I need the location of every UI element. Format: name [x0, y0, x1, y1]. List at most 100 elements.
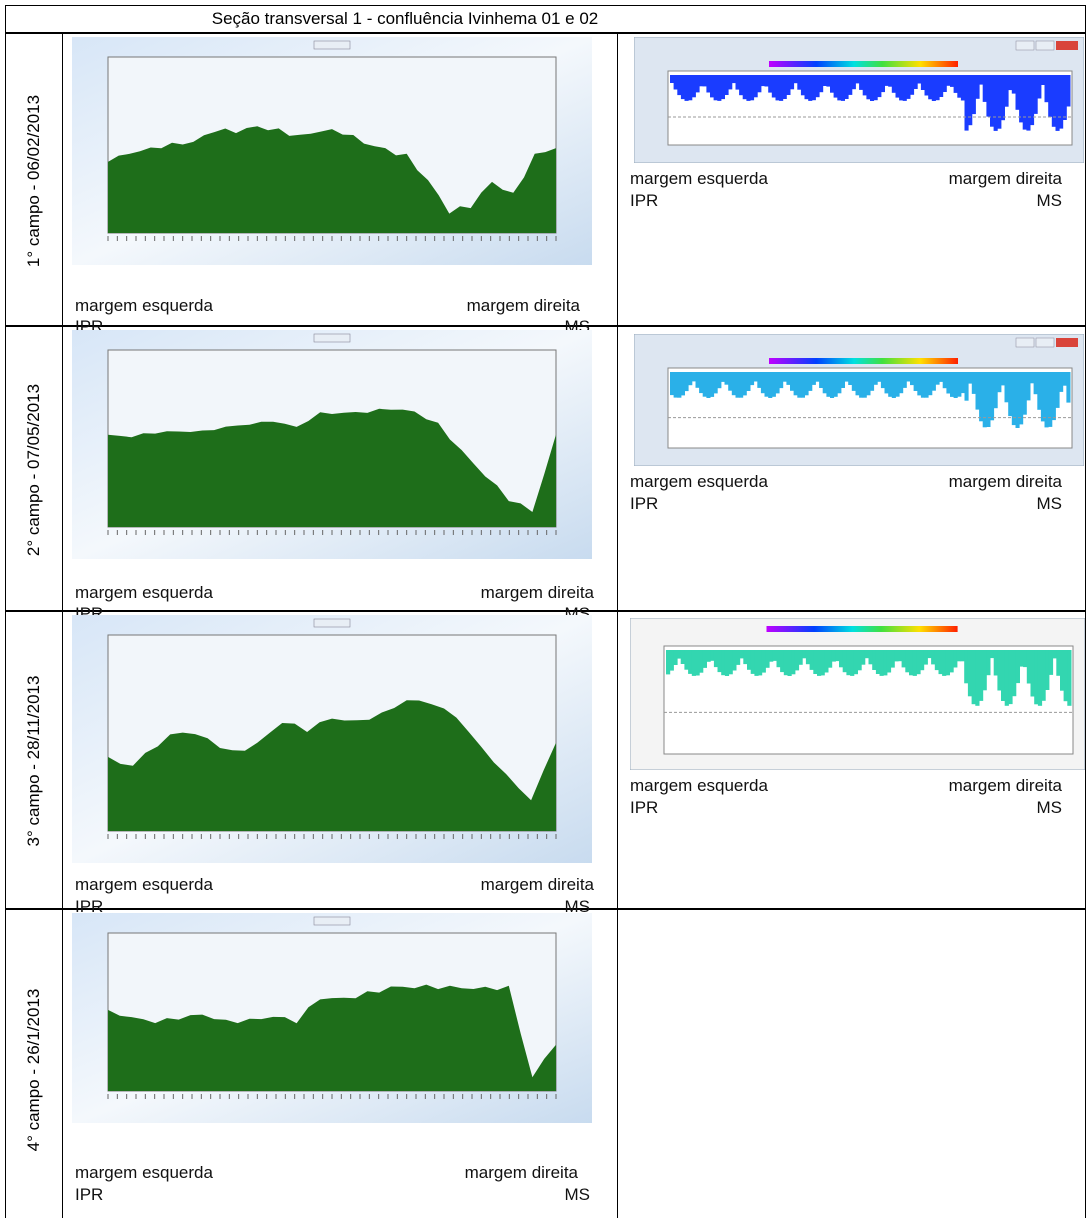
velocity-cell [706, 372, 710, 398]
velocity-cell [1048, 372, 1052, 427]
velocity-cell [1045, 650, 1049, 690]
velocity-cell [976, 372, 980, 410]
velocity-cell [861, 650, 865, 665]
velocity-cell [776, 75, 780, 100]
velocity-cell [950, 372, 954, 397]
velocity-cell [843, 650, 847, 672]
profile-chart [72, 330, 592, 559]
velocity-cell [688, 75, 692, 100]
velocity-cell [1012, 650, 1016, 696]
velocity-cell [946, 650, 950, 675]
velocity-cell [728, 75, 732, 89]
velocity-cell [968, 372, 972, 384]
velocity-cell [883, 650, 887, 675]
velocity-cell [1005, 372, 1009, 402]
velocity-cell [784, 650, 788, 675]
velocity-cell [826, 75, 830, 87]
velocity-cell [1016, 650, 1020, 683]
velocity-cell [920, 650, 924, 670]
velocity-cell [670, 650, 674, 671]
velocity-cell [776, 372, 780, 393]
window-button [1016, 338, 1034, 347]
velocity-cell [936, 372, 940, 385]
velocity-cell [779, 372, 783, 388]
velocity-cell [1008, 372, 1012, 416]
velocity-cell [736, 75, 740, 90]
velocity-cell [768, 75, 772, 93]
velocity-cell [1045, 372, 1049, 427]
velocity-cell [1041, 372, 1045, 421]
velocity-cell [721, 372, 725, 382]
velocity-cell [994, 650, 998, 676]
velocity-cell [972, 75, 976, 114]
velocity-cell [1067, 650, 1071, 706]
velocity-cell [914, 75, 918, 89]
right-bank-caption: margem direita [380, 875, 594, 895]
velocity-cell [906, 75, 910, 99]
velocity-cell [788, 650, 792, 676]
velocity-cell [931, 650, 935, 664]
velocity-cell [821, 650, 825, 675]
velocity-cell [802, 650, 806, 658]
velocity-contour [630, 618, 1085, 770]
velocity-cell [816, 372, 820, 382]
velocity-cell [740, 650, 744, 658]
velocity-cell [681, 650, 685, 664]
color-bar [767, 626, 958, 632]
velocity-cell [1056, 650, 1060, 676]
velocity-cell [696, 372, 700, 388]
velocity-cell [892, 372, 896, 398]
velocity-cell [808, 372, 812, 391]
color-bar [769, 61, 958, 67]
velocity-cell [870, 372, 874, 391]
velocity-cell [750, 75, 754, 100]
velocity-cell [801, 372, 805, 398]
velocity-cell [1023, 650, 1027, 667]
velocity-cell [946, 75, 950, 86]
velocity-cell [881, 75, 885, 92]
velocity-cell [848, 75, 852, 95]
velocity-cell [885, 75, 889, 86]
window-close [1056, 41, 1078, 50]
velocity-cell [1060, 650, 1064, 691]
velocity-cell [865, 650, 869, 658]
velocity-cell [688, 650, 692, 674]
velocity-cell [1019, 372, 1023, 424]
velocity-cell [736, 372, 740, 398]
velocity-cell [848, 372, 852, 385]
velocity-cell [856, 75, 860, 83]
velocity-cell [925, 372, 929, 398]
velocity-cell [718, 650, 722, 672]
velocity-cell [746, 75, 750, 101]
velocity-cell [972, 372, 976, 394]
velocity-cell [780, 650, 784, 672]
velocity-cell [754, 75, 758, 97]
velocity-cell [812, 372, 816, 385]
velocity-cell [837, 372, 841, 393]
velocity-cell [925, 75, 929, 96]
chart-title-box [314, 619, 350, 627]
campaign-label: 2° campo - 07/05/2013 [24, 360, 44, 580]
velocity-cell [1048, 75, 1052, 117]
velocity-cell [854, 650, 858, 674]
campaign-label: 3° campo - 28/11/2013 [24, 651, 44, 871]
velocity-cell [837, 75, 841, 100]
window-button [1036, 338, 1054, 347]
velocity-cell [927, 650, 931, 658]
velocity-cell [965, 372, 969, 401]
velocity-cell [976, 75, 980, 99]
velocity-cell [826, 372, 830, 397]
velocity-cell [791, 650, 795, 674]
velocity-cell [739, 75, 743, 95]
velocity-cell [877, 372, 881, 382]
right-state-caption: MS [960, 798, 1062, 818]
velocity-cell [765, 75, 769, 87]
velocity-cell [870, 75, 874, 101]
velocity-cell [957, 372, 961, 397]
velocity-cell [859, 372, 863, 398]
velocity-cell [921, 372, 925, 398]
velocity-cell [983, 372, 987, 427]
left-bank-caption: margem esquerda [75, 296, 213, 316]
window-button [1036, 41, 1054, 50]
velocity-cell [710, 650, 714, 661]
